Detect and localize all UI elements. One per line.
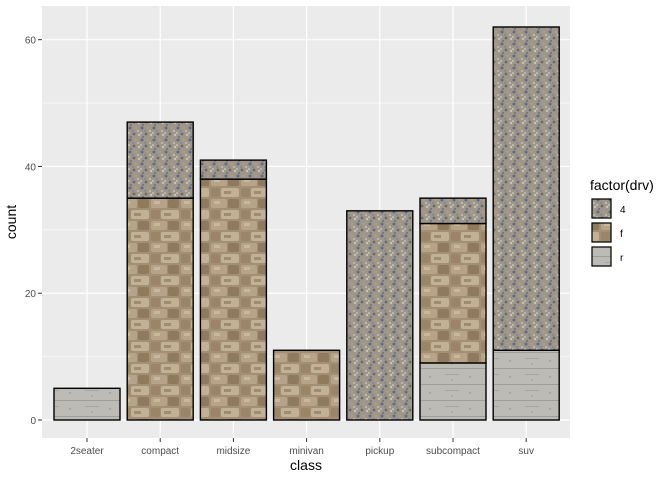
y-tick-label: 20 bbox=[25, 289, 37, 300]
bar-2seater-r bbox=[53, 387, 121, 421]
y-axis-title: count bbox=[3, 205, 19, 239]
bar-subcompact-f bbox=[419, 222, 487, 364]
bar-subcompact-r bbox=[419, 362, 487, 421]
x-tick-label: midsize bbox=[216, 446, 250, 457]
x-tick-label: pickup bbox=[365, 446, 394, 457]
bar-minivan-f bbox=[272, 349, 341, 421]
x-tick-label: minivan bbox=[289, 446, 323, 457]
bar-suv-4 bbox=[492, 26, 560, 351]
bar-midsize-f bbox=[199, 178, 268, 421]
bar-pickup-4 bbox=[346, 210, 414, 421]
legend: factor(drv) 4 f r bbox=[590, 177, 654, 267]
x-tick-label: subcompact bbox=[426, 446, 480, 457]
y-tick-label: 60 bbox=[25, 36, 37, 47]
legend-key-f bbox=[591, 222, 612, 243]
legend-key-4 bbox=[591, 198, 612, 219]
axes: 0 20 40 60 2seater compact midsize minivan picku… bbox=[25, 36, 534, 457]
legend-key-r bbox=[591, 246, 612, 267]
bar-suv-r bbox=[492, 349, 560, 421]
legend-title: factor(drv) bbox=[590, 177, 654, 193]
x-tick-label: 2seater bbox=[70, 446, 104, 457]
legend-label-4: 4 bbox=[620, 205, 626, 216]
legend-label-f: f bbox=[620, 229, 623, 240]
x-tick-label: suv bbox=[518, 446, 534, 457]
bar-compact-f bbox=[126, 197, 194, 421]
bar-subcompact-4 bbox=[419, 197, 487, 225]
y-tick-label: 0 bbox=[30, 416, 36, 427]
x-tick-label: compact bbox=[141, 446, 179, 457]
bars bbox=[53, 26, 560, 421]
y-tick-label: 40 bbox=[25, 162, 37, 173]
bar-midsize-4 bbox=[199, 159, 268, 180]
bar-compact-4 bbox=[126, 121, 194, 199]
x-axis-title: class bbox=[290, 457, 322, 473]
legend-label-r: r bbox=[620, 253, 624, 264]
